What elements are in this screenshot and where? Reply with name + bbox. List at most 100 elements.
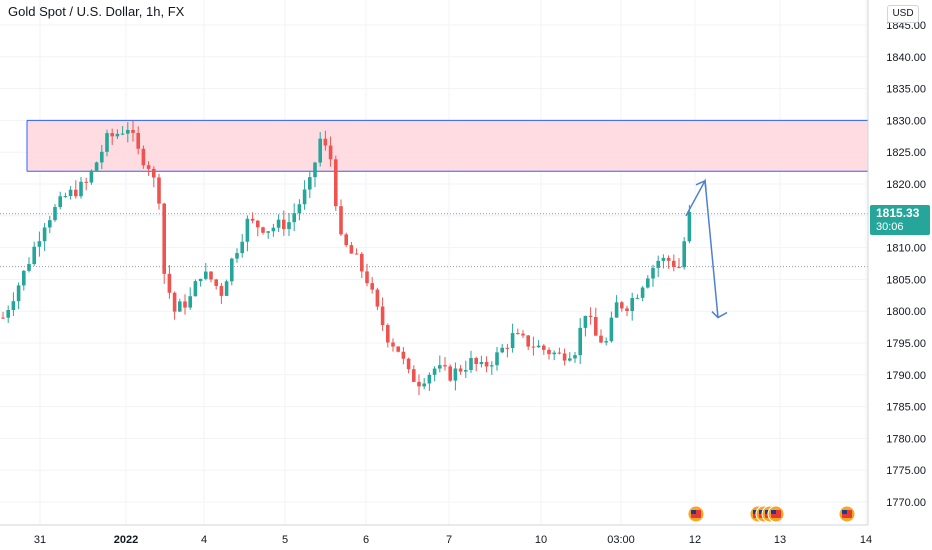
candle-body [204,271,208,279]
price-axis [868,0,932,550]
candle-body [224,281,229,296]
y-tick-label: 1785.00 [886,402,926,414]
x-tick-label: 7 [446,534,452,546]
candle-body [100,151,104,163]
economic-event-icons[interactable] [687,505,856,523]
candle-body [594,316,598,336]
x-tick-label: 4 [201,534,207,546]
candle-body [583,315,588,328]
candle-body [235,253,239,259]
y-tick-label: 1775.00 [886,465,926,477]
candle-body [484,361,489,367]
zone-fill [27,120,868,172]
currency-badge[interactable]: USD [887,5,919,23]
y-tick-label: 1840.00 [886,52,926,64]
candle-body [557,352,562,354]
candle-body [63,196,68,198]
candle-body [110,133,114,137]
candle-body [588,315,593,317]
candle-body [240,241,244,254]
candle-body [297,204,302,214]
candle-body [120,133,125,135]
candle-body [443,365,447,367]
candle-body [547,349,551,355]
candle-body [131,129,135,133]
candle-body [417,381,421,387]
chart-grid [0,0,868,525]
arrow-head-down [711,311,728,319]
projection-path [685,178,719,318]
candle-body [42,227,47,242]
candle-body [256,220,260,228]
candle-body [620,302,624,309]
candle-body [339,206,343,235]
candle-body [323,138,328,146]
candle-body [406,358,411,370]
candle-body [458,368,463,372]
candle-body [640,287,645,298]
y-tick-label: 1800.00 [886,306,926,318]
x-tick-label: 5 [282,534,288,546]
candle-body [412,369,416,382]
candle-body [635,297,640,299]
candle-body [266,231,270,233]
arrow-head-up [695,179,707,190]
resistance-zone [26,119,868,172]
candle-body [245,218,250,242]
bar-countdown: 30:06 [876,220,904,233]
candle-body [53,207,57,221]
candle-body [453,368,458,381]
flag-canton [759,510,764,514]
flag-canton [771,510,776,514]
candle-body [401,351,406,359]
candle-body [313,162,317,178]
candle-body [37,241,42,247]
candle-body [261,227,265,233]
y-tick-label: 1780.00 [886,433,926,445]
candle-body [105,133,109,152]
x-tick-label: 03:00 [607,534,635,546]
candle-body [682,241,686,268]
candle-body [27,264,31,271]
candle-body [490,365,494,367]
candle-body [630,298,634,312]
candle-body [432,368,437,375]
y-tick-label: 1810.00 [886,243,926,255]
candle-body [344,234,348,246]
candle-body [510,333,515,349]
candle-body [1,317,5,319]
candle-body [146,165,151,169]
candle-body [625,308,629,312]
candle-body [287,222,291,230]
candle-body [448,366,452,381]
last-price-value: 1815.33 [876,205,920,220]
candle-body [193,281,198,297]
candle-body [666,257,671,261]
candle-body [58,196,62,208]
candle-body [427,374,432,384]
candle-body [562,353,567,361]
y-tick-label: 1835.00 [886,84,926,96]
y-tick-label: 1830.00 [886,115,926,127]
candle-body [318,138,322,163]
candle-body [495,352,499,366]
candle-body [464,370,468,372]
candle-body [32,246,36,265]
candle-body [380,306,385,326]
candle-body [614,302,619,318]
flag-canton [765,510,770,514]
candle-body [250,218,255,221]
candle-body [536,345,541,348]
candle-body [94,162,99,171]
candle-body [349,245,354,254]
candle-body [141,148,146,166]
y-tick-label: 1770.00 [886,497,926,509]
candle-body [552,352,556,355]
candle-body [11,301,16,311]
candle-body [656,260,660,268]
candle-body [469,358,473,371]
candle-body [183,301,187,308]
candle-body [282,219,286,230]
last-price-label: 1815.33 30:06 [870,204,930,235]
